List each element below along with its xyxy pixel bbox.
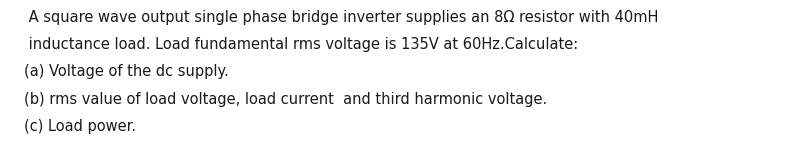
Text: A square wave output single phase bridge inverter supplies an 8Ω resistor with 4: A square wave output single phase bridge… [24, 10, 658, 25]
Text: (c) Load power.: (c) Load power. [24, 119, 136, 134]
Text: (b) rms value of load voltage, load current  and third harmonic voltage.: (b) rms value of load voltage, load curr… [24, 92, 547, 107]
Text: (a) Voltage of the dc supply.: (a) Voltage of the dc supply. [24, 64, 229, 79]
Text: inductance load. Load fundamental rms voltage is 135V at 60Hz.Calculate:: inductance load. Load fundamental rms vo… [24, 37, 578, 52]
